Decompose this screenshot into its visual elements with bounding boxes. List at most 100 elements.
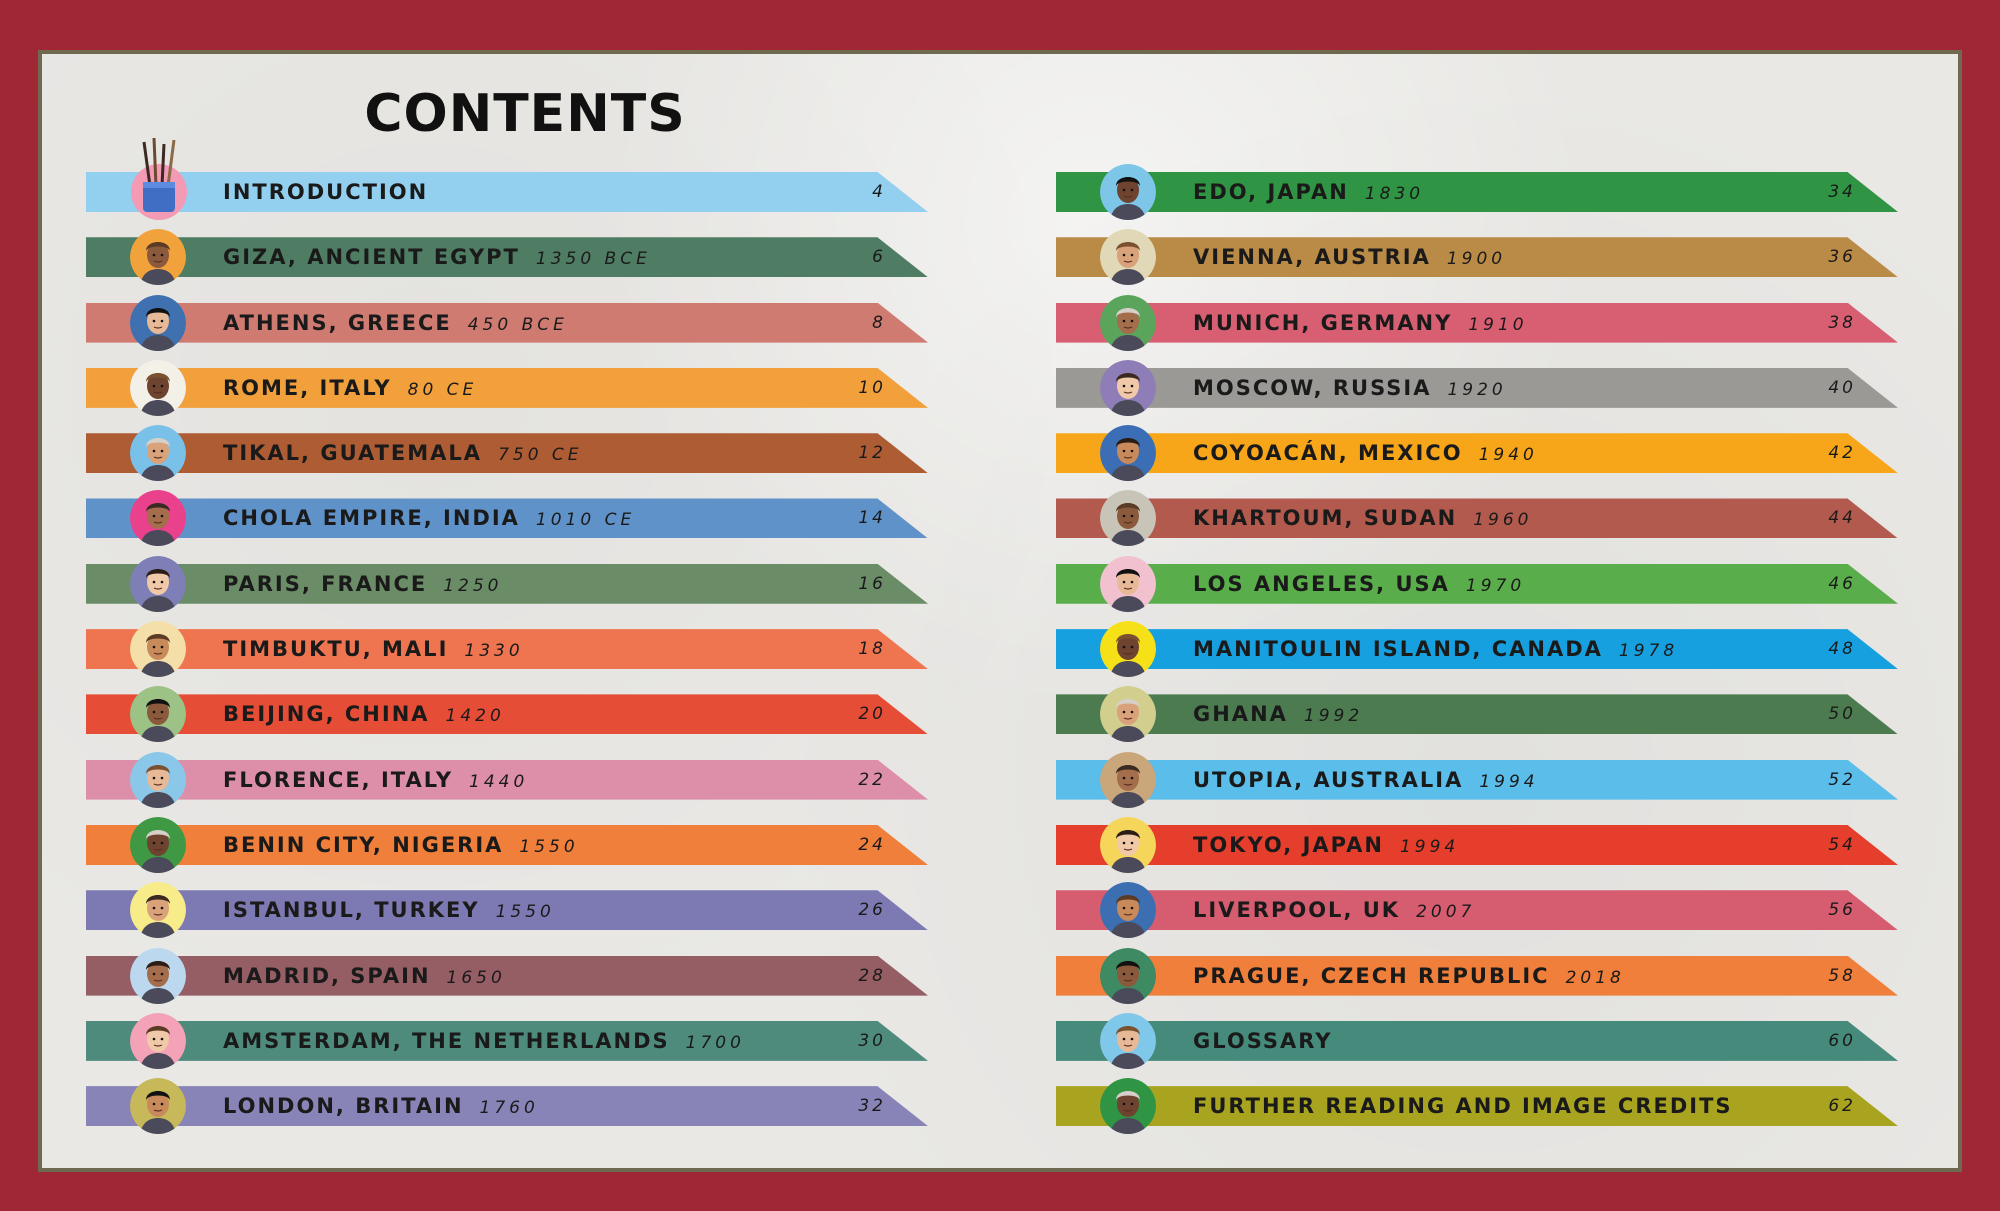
entry-year: 1970 (1465, 575, 1526, 596)
entry-location: UTOPIA, AUSTRALIA (1193, 767, 1464, 792)
entry-location: TOKYO, JAPAN (1193, 832, 1384, 857)
entry-title: PRAGUE, CZECH REPUBLIC 2018 (1193, 956, 1625, 996)
entry-title: ROME, ITALY 80 CE (223, 368, 477, 408)
entry-page-number: 38 (1828, 312, 1856, 333)
entry-location: GHANA (1193, 702, 1288, 727)
entry-title: MANITOULIN ISLAND, CANADA 1978 (1193, 629, 1678, 669)
entry-ribbon (1056, 694, 1898, 735)
entry-location: ISTANBUL, TURKEY (223, 898, 480, 923)
portrait-tokyo-avatar (1100, 816, 1156, 873)
entry-title: LOS ANGELES, USA 1970 (1193, 564, 1525, 604)
entry-ribbon (1056, 759, 1898, 800)
portrait-istanbul-avatar (130, 882, 186, 939)
entry-title: EDO, JAPAN 1830 (1193, 172, 1424, 212)
entry-ribbon (1056, 890, 1898, 931)
entry-page-number: 18 (858, 639, 886, 660)
entry-location: AMSTERDAM, THE NETHERLANDS (223, 1028, 670, 1053)
entry-title: ATHENS, GREECE 450 BCE (223, 303, 568, 343)
entry-title: LONDON, BRITAIN 1760 (223, 1086, 539, 1126)
entry-ribbon (86, 1086, 928, 1127)
entry-year: 1550 (519, 836, 579, 857)
paintbrushes-icon (130, 136, 188, 220)
entry-location: MANITOULIN ISLAND, CANADA (1193, 637, 1603, 662)
portrait-chola-avatar (130, 490, 186, 547)
entry-year: 1420 (445, 706, 505, 727)
entry-location: ATHENS, GREECE (223, 310, 452, 335)
entry-ribbon (86, 629, 928, 670)
entry-page-number: 42 (1828, 443, 1856, 464)
entry-year: 1440 (469, 771, 529, 792)
entry-title: LIVERPOOL, UK 2007 (1193, 890, 1475, 930)
entry-location: GIZA, ANCIENT EGYPT (223, 245, 520, 270)
entry-ribbon (1056, 1020, 1898, 1061)
entry-year: 80 CE (407, 379, 478, 400)
entry-page-number: 16 (858, 573, 886, 594)
entry-title: BEIJING, CHINA 1420 (223, 694, 505, 734)
entry-title: MADRID, SPAIN 1650 (223, 956, 506, 996)
entry-title: PARIS, FRANCE 1250 (223, 564, 502, 604)
portrait-paris-avatar (130, 555, 186, 612)
entry-title: GLOSSARY (1193, 1021, 1333, 1061)
entry-location: CHOLA EMPIRE, INDIA (223, 506, 520, 531)
portrait-london-avatar (130, 1078, 186, 1135)
entry-title: FURTHER READING AND IMAGE CREDITS (1193, 1086, 1733, 1126)
entry-ribbon (1056, 1086, 1898, 1127)
entry-ribbon (86, 563, 928, 604)
entry-year: 1250 (443, 575, 503, 596)
entry-location: KHARTOUM, SUDAN (1193, 506, 1458, 531)
portrait-vienna-avatar (1100, 229, 1156, 286)
portrait-los-angeles-avatar (1100, 555, 1156, 612)
entry-location: MUNICH, GERMANY (1193, 310, 1453, 335)
portrait-munich-avatar (1100, 294, 1156, 351)
entry-ribbon (1056, 955, 1898, 996)
entry-page-number: 44 (1828, 508, 1856, 529)
entry-year: 1910 (1468, 314, 1528, 335)
entry-ribbon (86, 367, 928, 408)
entry-location: VIENNA, AUSTRIA (1193, 245, 1431, 270)
entry-page-number: 26 (858, 900, 886, 921)
entry-location: TIKAL, GUATEMALA (223, 441, 483, 466)
entry-location: EDO, JAPAN (1193, 180, 1349, 204)
entry-year: 1992 (1303, 706, 1364, 727)
entry-ribbon (1056, 367, 1898, 408)
entry-location: BEIJING, CHINA (223, 702, 430, 727)
entry-page-number: 22 (858, 769, 886, 790)
entry-title: COYOACÁN, MEXICO 1940 (1193, 433, 1538, 473)
portrait-further-reading-avatar (1100, 1078, 1156, 1135)
entry-location: GLOSSARY (1193, 1028, 1333, 1053)
entry-page-number: 12 (858, 443, 886, 464)
entry-year: 750 CE (498, 445, 583, 466)
portrait-tikal-avatar (130, 425, 186, 482)
portrait-prague-avatar (1100, 947, 1156, 1004)
entry-page-number: 40 (1828, 377, 1856, 398)
entry-page-number: 50 (1828, 704, 1856, 725)
entry-title: GIZA, ANCIENT EGYPT 1350 BCE (223, 237, 651, 277)
entry-title: FLORENCE, ITALY 1440 (223, 760, 528, 800)
portrait-florence-avatar (130, 751, 186, 808)
entry-ribbon (1056, 629, 1898, 670)
entry-title: KHARTOUM, SUDAN 1960 (1193, 498, 1532, 538)
entry-year: 1920 (1447, 379, 1507, 400)
entry-ribbon (86, 498, 928, 539)
entry-page-number: 62 (1828, 1096, 1856, 1117)
entry-ribbon (86, 1020, 928, 1061)
entry-page-number: 46 (1828, 573, 1856, 594)
entry-year: 1900 (1446, 249, 1507, 270)
entry-year: 1650 (446, 967, 506, 988)
entry-ribbon (86, 433, 928, 474)
entry-page-number: 8 (872, 312, 886, 333)
entry-location: BENIN CITY, NIGERIA (223, 832, 504, 857)
entry-year: 450 BCE (467, 314, 568, 335)
page-title: CONTENTS (364, 84, 686, 144)
entry-year: 1978 (1618, 641, 1679, 662)
entry-year: 1330 (464, 641, 524, 662)
portrait-beijing-avatar (130, 686, 186, 743)
entry-year: 2018 (1565, 967, 1625, 988)
entry-title: TIMBUKTU, MALI 1330 (223, 629, 524, 669)
entry-title: TIKAL, GUATEMALA 750 CE (223, 433, 583, 473)
entry-year: 1350 BCE (535, 249, 651, 270)
entry-title: INTRODUCTION (223, 172, 428, 212)
entry-page-number: 4 (872, 182, 886, 202)
entry-title: MOSCOW, RUSSIA 1920 (1193, 368, 1507, 408)
entry-location: PARIS, FRANCE (223, 571, 428, 596)
